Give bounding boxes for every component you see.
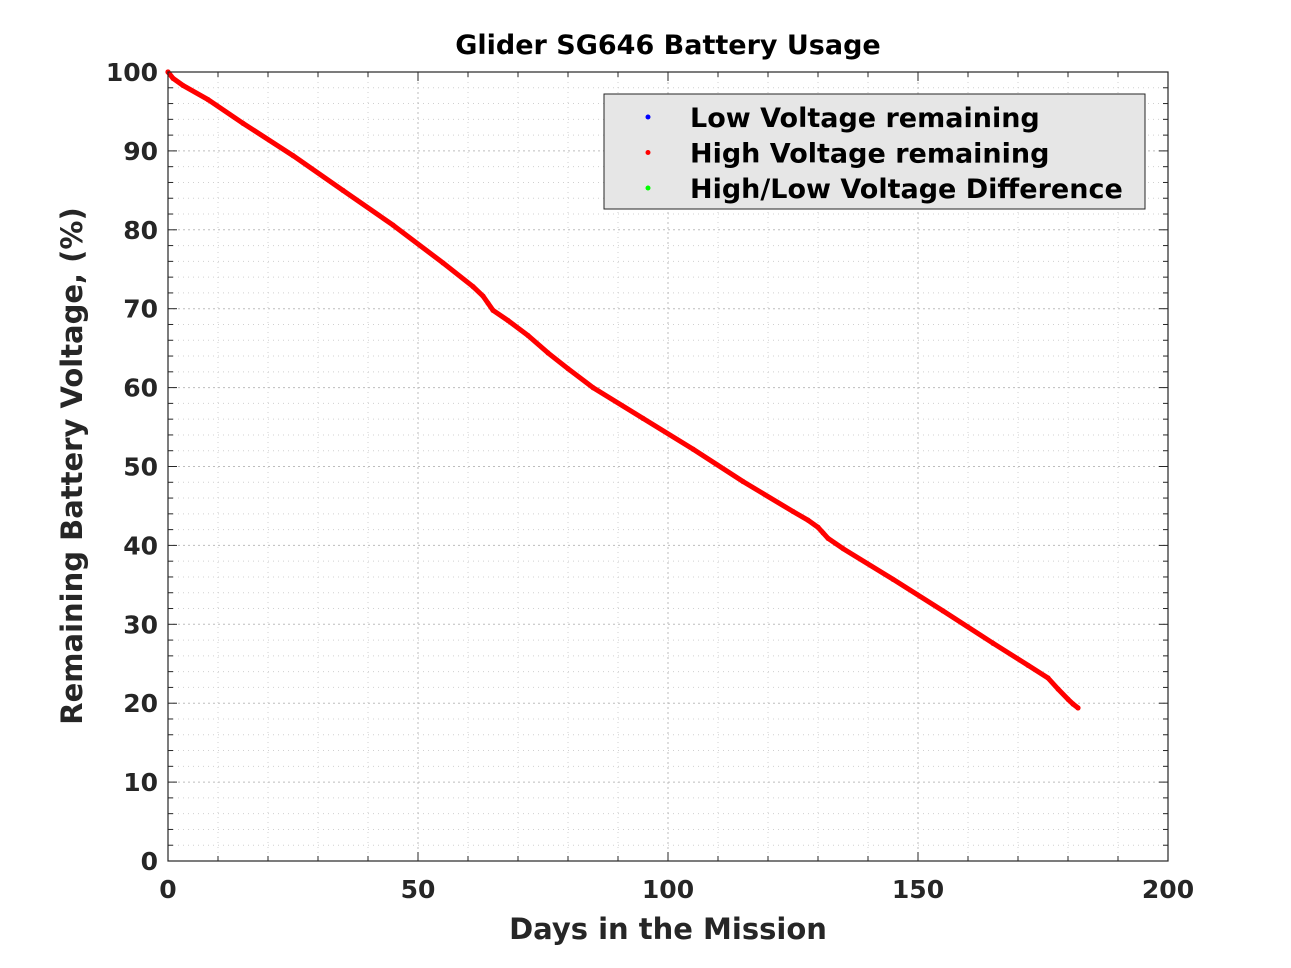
- data-point: [1055, 686, 1061, 692]
- chart-title: Glider SG646 Battery Usage: [455, 30, 881, 61]
- series-line-1: [165, 69, 1081, 711]
- x-tick-label: 150: [892, 875, 944, 904]
- data-point: [170, 75, 176, 81]
- y-tick-label: 80: [123, 216, 158, 245]
- y-tick-label: 0: [141, 847, 158, 876]
- y-tick-label: 50: [123, 453, 158, 482]
- data-point: [390, 222, 396, 228]
- data-point: [505, 317, 511, 324]
- data-point: [205, 97, 211, 103]
- x-axis-ticks: 0 50 100 150 200: [159, 72, 1194, 904]
- data-point: [240, 120, 246, 126]
- data-point: [640, 415, 646, 421]
- data-point: [490, 307, 496, 313]
- x-tick-label: 100: [642, 875, 694, 904]
- y-tick-label: 60: [123, 374, 158, 403]
- x-tick-label: 0: [159, 875, 176, 904]
- data-point: [485, 300, 491, 306]
- y-tick-label: 100: [106, 58, 158, 87]
- data-point: [440, 260, 446, 266]
- data-point: [805, 517, 811, 523]
- legend-label-0: Low Voltage remaining: [690, 103, 1040, 134]
- data-point: [1065, 696, 1071, 702]
- data-point: [790, 508, 796, 515]
- legend: Low Voltage remaining High Voltage remain…: [603, 93, 1146, 210]
- data-point: [525, 332, 531, 339]
- data-point: [825, 535, 831, 541]
- data-point: [890, 576, 896, 582]
- series-layer: [165, 69, 1081, 711]
- data-point: [740, 478, 746, 485]
- data-point: [690, 446, 696, 452]
- y-axis-label: Remaining Battery Voltage, (%): [55, 207, 89, 724]
- x-axis-label: Days in the Mission: [509, 912, 827, 946]
- y-tick-label: 90: [123, 137, 158, 166]
- y-tick-label: 30: [123, 610, 158, 639]
- data-point: [290, 153, 296, 159]
- x-tick-label: 50: [401, 875, 436, 904]
- data-point: [1070, 701, 1076, 707]
- data-point: [1025, 662, 1031, 668]
- legend-label-2: High/Low Voltage Difference: [690, 174, 1123, 205]
- data-point: [565, 366, 571, 372]
- data-point: [180, 82, 186, 89]
- data-point: [1045, 675, 1051, 681]
- y-tick-label: 10: [123, 768, 158, 797]
- data-point: [815, 524, 821, 530]
- data-point: [590, 385, 596, 391]
- data-point: [820, 530, 826, 536]
- data-point: [840, 545, 846, 552]
- data-point: [470, 284, 476, 290]
- y-axis-ticks: 0 10 20 30 40 50 60 70 80 90 100: [106, 58, 1168, 876]
- legend-marker-0: [645, 114, 651, 120]
- y-tick-label: 70: [123, 295, 158, 324]
- legend-label-1: High Voltage remaining: [690, 139, 1049, 170]
- data-point: [340, 187, 346, 193]
- data-point: [940, 608, 946, 614]
- x-tick-label: 200: [1142, 875, 1194, 904]
- data-point: [545, 350, 551, 356]
- data-point: [990, 640, 996, 646]
- y-tick-label: 40: [123, 531, 158, 560]
- legend-box: [603, 93, 1146, 210]
- y-tick-label: 20: [123, 689, 158, 718]
- data-point: [480, 293, 486, 299]
- legend-marker-1: [645, 150, 651, 155]
- legend-marker-2: [645, 185, 651, 191]
- data-point: [1075, 705, 1081, 711]
